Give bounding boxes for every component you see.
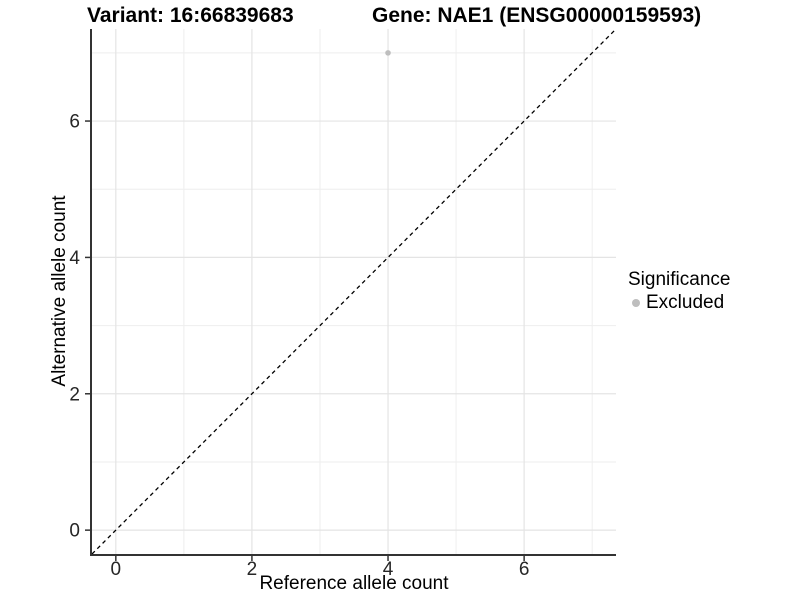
y-tick-label: 4	[69, 248, 80, 269]
legend-entry-label: Excluded	[646, 292, 725, 313]
y-axis-title: Alternative allele count	[49, 195, 70, 387]
x-tick-label: 6	[519, 559, 530, 580]
y-tick-label: 0	[69, 521, 80, 542]
data-point	[385, 50, 391, 56]
x-tick-label: 2	[247, 559, 258, 580]
plot-title-variant: Variant: 16:66839683	[87, 4, 294, 27]
legend-dot-icon	[632, 299, 640, 307]
legend: Significance Excluded	[628, 268, 730, 314]
legend-title: Significance	[628, 269, 731, 290]
x-axis-title: Reference allele count	[259, 573, 449, 594]
identity-dashed-line	[91, 28, 617, 555]
legend-entry-excluded: Excluded	[628, 292, 730, 314]
y-tick-label: 6	[69, 112, 80, 133]
plot-title-gene: Gene: NAE1 (ENSG00000159593)	[372, 4, 702, 27]
x-tick-label: 0	[111, 559, 122, 580]
y-tick-label: 2	[69, 384, 80, 405]
x-tick-label: 4	[383, 559, 394, 580]
